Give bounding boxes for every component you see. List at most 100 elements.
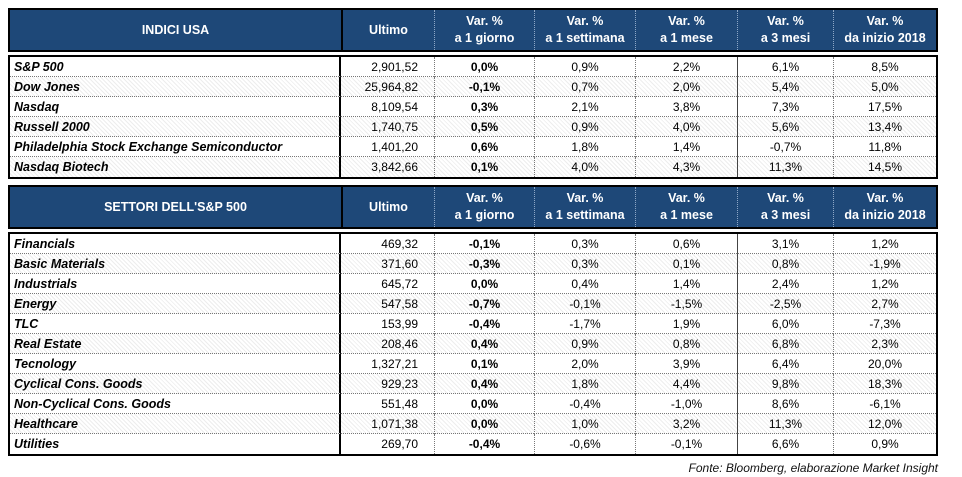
var-period-label: a 1 settimana bbox=[545, 31, 625, 45]
var-value: 0,0% bbox=[434, 57, 534, 77]
table-header-row: INDICI USA Ultimo Var. % a 1 giorno Var. % a … bbox=[8, 8, 938, 52]
var-value: 0,6% bbox=[635, 234, 737, 254]
var-value: 1,9% bbox=[635, 314, 737, 334]
ultimo-value: 551,48 bbox=[341, 394, 434, 414]
column-header-var: Var. % a 3 mesi bbox=[737, 10, 833, 50]
var-value: 0,3% bbox=[534, 234, 635, 254]
var-value: 0,1% bbox=[635, 254, 737, 274]
var-percent-label: Var. % bbox=[466, 14, 503, 29]
var-value: 17,5% bbox=[833, 97, 936, 117]
var-period-label: a 1 giorno bbox=[454, 208, 515, 222]
var-value: 6,8% bbox=[737, 334, 833, 354]
var-percent-label: Var. % bbox=[767, 14, 804, 29]
row-label: TLC bbox=[10, 314, 341, 334]
ultimo-value: 2,901,52 bbox=[341, 57, 434, 77]
var-value: -0,6% bbox=[534, 434, 635, 454]
var-period-label: a 1 mese bbox=[660, 31, 713, 45]
tables-container: INDICI USA Ultimo Var. % a 1 giorno Var. % a … bbox=[8, 8, 962, 456]
var-value: -7,3% bbox=[833, 314, 936, 334]
var-value: 0,1% bbox=[434, 354, 534, 374]
ultimo-value: 1,401,20 bbox=[341, 137, 434, 157]
var-value: -0,7% bbox=[737, 137, 833, 157]
row-label: Tecnology bbox=[10, 354, 341, 374]
var-value: 4,3% bbox=[635, 157, 737, 177]
var-value: 0,4% bbox=[534, 274, 635, 294]
var-value: 1,0% bbox=[534, 414, 635, 434]
table-title: INDICI USA bbox=[141, 22, 210, 37]
var-value: 2,2% bbox=[635, 57, 737, 77]
var-value: 0,7% bbox=[534, 77, 635, 97]
var-value: 0,1% bbox=[434, 157, 534, 177]
var-value: -6,1% bbox=[833, 394, 936, 414]
var-value: 1,4% bbox=[635, 137, 737, 157]
row-label: Energy bbox=[10, 294, 341, 314]
column-header-var: Var. % da inizio 2018 bbox=[833, 10, 936, 50]
var-percent-label: Var. % bbox=[767, 191, 804, 206]
var-percent-label: Var. % bbox=[866, 14, 904, 29]
column-header-var: Var. % a 1 settimana bbox=[534, 187, 635, 227]
var-value: 8,6% bbox=[737, 394, 833, 414]
ultimo-value: 1,071,38 bbox=[341, 414, 434, 434]
table-body: S&P 500 2,901,52 0,0% 0,9% 2,2% 6,1% 8,5% Dow J… bbox=[8, 55, 938, 179]
row-label: Philadelphia Stock Exchange Semiconducto… bbox=[10, 137, 341, 157]
var-period-label: a 1 giorno bbox=[454, 31, 515, 45]
row-label: S&P 500 bbox=[10, 57, 341, 77]
column-header-var: Var. % a 1 giorno bbox=[434, 187, 534, 227]
ultimo-value: 208,46 bbox=[341, 334, 434, 354]
ultimo-value: 469,32 bbox=[341, 234, 434, 254]
table-header-row: SETTORI DELL'S&P 500 Ultimo Var. % a 1 gior… bbox=[8, 185, 938, 229]
var-value: -0,7% bbox=[434, 294, 534, 314]
column-header-var: Var. % a 1 settimana bbox=[534, 10, 635, 50]
var-value: 0,9% bbox=[534, 334, 635, 354]
var-value: 4,0% bbox=[635, 117, 737, 137]
var-value: 2,0% bbox=[534, 354, 635, 374]
var-value: -0,1% bbox=[635, 434, 737, 454]
ultimo-value: 371,60 bbox=[341, 254, 434, 274]
var-value: 2,0% bbox=[635, 77, 737, 97]
var-value: 1,8% bbox=[534, 137, 635, 157]
ultimo-value: 547,58 bbox=[341, 294, 434, 314]
var-value: 6,1% bbox=[737, 57, 833, 77]
var-value: 14,5% bbox=[833, 157, 936, 177]
var-value: 6,4% bbox=[737, 354, 833, 374]
var-percent-label: Var. % bbox=[668, 14, 705, 29]
financial-table: INDICI USA Ultimo Var. % a 1 giorno Var. % a … bbox=[8, 8, 938, 179]
var-value: 0,8% bbox=[737, 254, 833, 274]
var-percent-label: Var. % bbox=[566, 191, 604, 206]
var-value: 3,1% bbox=[737, 234, 833, 254]
var-value: 3,9% bbox=[635, 354, 737, 374]
var-value: 0,5% bbox=[434, 117, 534, 137]
var-period-label: da inizio 2018 bbox=[844, 31, 926, 45]
var-value: 6,6% bbox=[737, 434, 833, 454]
row-label: Utilities bbox=[10, 434, 341, 454]
var-value: 1,2% bbox=[833, 274, 936, 294]
ultimo-value: 153,99 bbox=[341, 314, 434, 334]
ultimo-value: 3,842,66 bbox=[341, 157, 434, 177]
var-value: 2,4% bbox=[737, 274, 833, 294]
var-value: 3,8% bbox=[635, 97, 737, 117]
var-value: 0,4% bbox=[434, 374, 534, 394]
row-label: Financials bbox=[10, 234, 341, 254]
var-value: -1,5% bbox=[635, 294, 737, 314]
ultimo-value: 269,70 bbox=[381, 437, 418, 451]
var-value: 5,4% bbox=[737, 77, 833, 97]
var-value: -1,7% bbox=[534, 314, 635, 334]
var-percent-label: Var. % bbox=[866, 191, 904, 206]
var-value: -2,5% bbox=[737, 294, 833, 314]
var-value: 12,0% bbox=[833, 414, 936, 434]
var-percent-label: Var. % bbox=[466, 191, 503, 206]
var-value: 11,3% bbox=[737, 414, 833, 434]
var-period-label: a 3 mesi bbox=[760, 208, 811, 222]
var-value: 1,4% bbox=[635, 274, 737, 294]
table-title: SETTORI DELL'S&P 500 bbox=[104, 199, 247, 214]
column-header-var: Var. % da inizio 2018 bbox=[833, 187, 936, 227]
var-value: 2,1% bbox=[534, 97, 635, 117]
var-value: 0,9% bbox=[833, 434, 936, 454]
var-period-label: a 1 settimana bbox=[545, 208, 625, 222]
row-label: Industrials bbox=[10, 274, 341, 294]
var-value: 11,3% bbox=[737, 157, 833, 177]
row-label: Real Estate bbox=[10, 334, 341, 354]
var-value: 2,3% bbox=[833, 334, 936, 354]
var-value: 9,8% bbox=[737, 374, 833, 394]
